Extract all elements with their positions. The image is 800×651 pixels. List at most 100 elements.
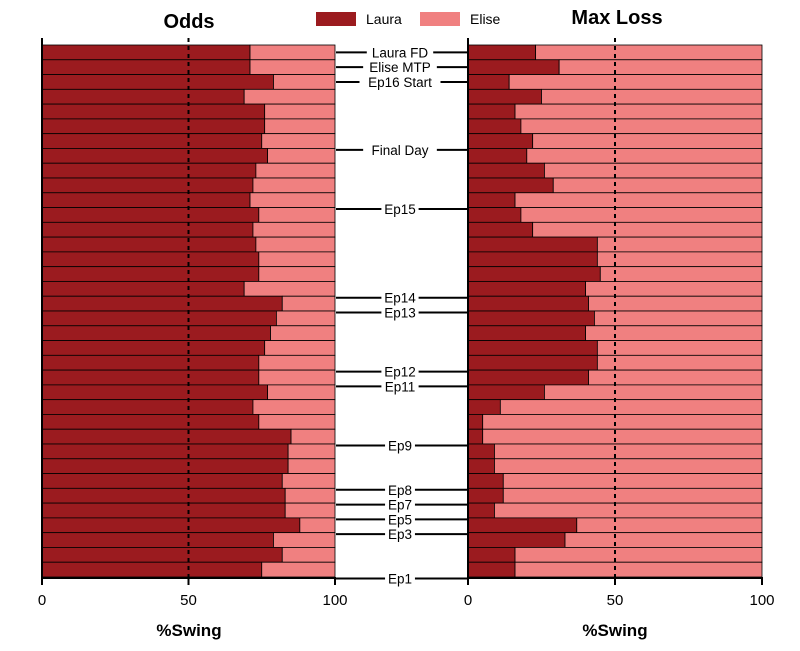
odds-bar-laura-23 (41, 384, 269, 401)
odds-bar-laura-3 (41, 88, 245, 105)
maxloss-bar-elise-30 (502, 487, 763, 504)
odds-bar-elise-17 (281, 295, 336, 312)
odds-bar-elise-26 (290, 428, 336, 445)
odds-bar-elise-14 (258, 251, 336, 268)
odds-bar-elise-12 (252, 221, 336, 238)
odds-bar-elise-8 (255, 162, 336, 179)
maxloss-x-tick-label-0: 0 (464, 592, 472, 609)
odds-bar-laura-28 (41, 458, 289, 474)
odds-bar-elise-5 (264, 118, 336, 135)
maxloss-bar-laura-17 (467, 295, 589, 312)
odds-bar-laura-22 (41, 369, 260, 386)
odds-bar-laura-31 (41, 502, 286, 519)
maxloss-bar-elise-21 (596, 354, 763, 371)
odds-bar-laura-33 (41, 532, 274, 548)
legend: Laura Elise (316, 11, 501, 27)
maxloss-bar-laura-9 (467, 177, 554, 194)
odds-bar-elise-16 (243, 281, 336, 297)
episode-label-4: Ep15 (384, 202, 416, 217)
episode-label-6: Ep13 (384, 305, 416, 320)
maxloss-bar-elise-8 (544, 162, 763, 179)
maxloss-bar-laura-3 (467, 88, 542, 105)
odds-bar-laura-16 (41, 281, 245, 297)
maxloss-bar-elise-2 (508, 74, 763, 90)
odds-title: Odds (163, 11, 214, 33)
odds-bar-laura-29 (41, 473, 283, 489)
maxloss-bar-elise-29 (502, 473, 763, 489)
maxloss-bar-elise-11 (520, 207, 763, 223)
maxloss-bar-elise-33 (564, 532, 763, 548)
maxloss-bar-elise-15 (599, 266, 763, 282)
odds-bar-elise-3 (243, 88, 336, 105)
odds-bar-elise-20 (264, 340, 336, 356)
maxloss-bar-laura-33 (467, 532, 566, 548)
odds-bar-elise-9 (252, 177, 336, 194)
odds-bar-laura-14 (41, 251, 260, 268)
odds-bar-laura-21 (41, 354, 260, 371)
maxloss-bar-elise-27 (494, 443, 763, 460)
maxloss-bar-laura-32 (467, 517, 578, 534)
episode-label-9: Ep9 (388, 438, 412, 453)
odds-bar-elise-7 (267, 148, 336, 164)
maxloss-bar-elise-31 (494, 502, 763, 519)
episode-label-7: Ep12 (384, 365, 416, 380)
legend-swatch-elise (420, 12, 460, 26)
odds-bar-laura-2 (41, 74, 274, 90)
episode-label-12: Ep5 (388, 512, 412, 527)
maxloss-bar-elise-32 (576, 517, 763, 534)
odds-bar-elise-29 (281, 473, 336, 489)
odds-bar-elise-19 (270, 325, 336, 341)
episode-label-11: Ep7 (388, 498, 412, 513)
maxloss-x-tick-label-2: 100 (749, 592, 774, 609)
odds-bar-laura-12 (41, 221, 254, 238)
odds-bar-elise-1 (249, 59, 336, 75)
episode-label-3: Final Day (371, 143, 428, 158)
maxloss-title: Max Loss (571, 7, 662, 29)
odds-bars (41, 44, 336, 578)
episode-label-0: Laura FD (372, 45, 429, 60)
maxloss-bar-elise-7 (526, 148, 763, 164)
odds-bar-elise-31 (284, 502, 336, 519)
odds-bar-elise-13 (255, 236, 336, 253)
odds-x-tick-label-2: 100 (322, 592, 347, 609)
odds-bar-laura-8 (41, 162, 257, 179)
odds-bar-elise-0 (249, 44, 336, 61)
maxloss-bar-elise-10 (514, 192, 763, 208)
maxloss-bar-elise-35 (514, 561, 763, 578)
odds-bar-laura-10 (41, 192, 251, 208)
maxloss-bar-laura-16 (467, 281, 586, 297)
odds-bar-laura-17 (41, 295, 283, 312)
maxloss-bar-elise-12 (532, 221, 763, 238)
maxloss-bar-laura-2 (467, 74, 510, 90)
odds-bar-elise-24 (252, 399, 336, 415)
odds-bar-laura-9 (41, 177, 254, 194)
odds-bar-elise-28 (287, 458, 336, 474)
maxloss-bar-elise-25 (482, 414, 763, 430)
maxloss-bar-elise-0 (535, 44, 763, 61)
maxloss-bar-elise-24 (499, 399, 763, 415)
maxloss-bar-elise-4 (514, 103, 763, 120)
episode-label-10: Ep8 (388, 483, 412, 498)
maxloss-bar-laura-4 (467, 103, 516, 120)
maxloss-bar-elise-19 (585, 325, 763, 341)
odds-bar-elise-15 (258, 266, 336, 282)
odds-bar-elise-21 (258, 354, 336, 371)
maxloss-bar-laura-29 (467, 473, 504, 489)
maxloss-bar-elise-3 (541, 88, 763, 105)
episode-label-13: Ep3 (388, 527, 412, 542)
maxloss-bar-laura-14 (467, 251, 598, 268)
odds-bar-elise-2 (273, 74, 336, 90)
legend-swatch-laura (316, 12, 356, 26)
maxloss-bar-laura-15 (467, 266, 601, 282)
odds-bar-elise-27 (287, 443, 336, 460)
maxloss-bar-laura-21 (467, 354, 598, 371)
odds-bar-elise-32 (299, 517, 336, 534)
odds-x-axis-title: %Swing (156, 621, 221, 640)
odds-bar-laura-25 (41, 414, 260, 430)
odds-bar-laura-5 (41, 118, 266, 135)
odds-bar-laura-27 (41, 443, 289, 460)
maxloss-bar-laura-20 (467, 340, 598, 356)
maxloss-bar-laura-18 (467, 310, 595, 327)
odds-bar-laura-24 (41, 399, 254, 415)
